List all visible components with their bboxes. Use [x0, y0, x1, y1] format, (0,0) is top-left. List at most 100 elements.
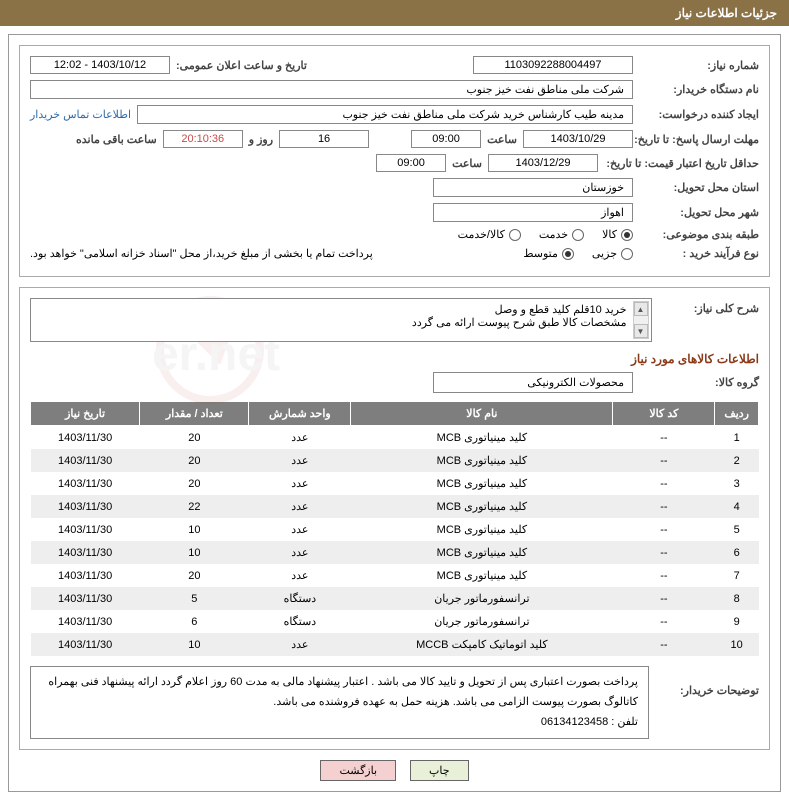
- table-cell: --: [613, 633, 715, 656]
- days-and-label: روز و: [249, 133, 273, 146]
- radio-icon: [621, 248, 633, 260]
- scroll-down-icon[interactable]: ▼: [634, 324, 648, 338]
- table-cell: ترانسفورماتور جریان: [351, 610, 613, 633]
- radio-icon: [572, 229, 584, 241]
- table-cell: 3: [715, 472, 759, 495]
- table-cell: 1403/11/30: [31, 495, 140, 518]
- goods-group-label: گروه کالا:: [639, 376, 759, 389]
- table-row: 7--کلید مینیاتوری MCBعدد201403/11/30: [31, 564, 759, 587]
- table-cell: 1403/11/30: [31, 518, 140, 541]
- table-cell: --: [613, 564, 715, 587]
- row-deadline: مهلت ارسال پاسخ: تا تاریخ: 1403/10/29 سا…: [30, 130, 759, 148]
- table-cell: ترانسفورماتور جریان: [351, 587, 613, 610]
- table-cell: 1403/11/30: [31, 426, 140, 450]
- desc-section: شرح کلی نیاز: خرید 10قلم کلید قطع و وصل …: [19, 287, 770, 750]
- table-cell: 20: [140, 472, 249, 495]
- page-title: جزئیات اطلاعات نیاز: [676, 6, 777, 20]
- province-label: استان محل تحویل:: [639, 181, 759, 194]
- table-row: 3--کلید مینیاتوری MCBعدد201403/11/30: [31, 472, 759, 495]
- scroll-up-icon[interactable]: ▲: [634, 302, 648, 316]
- table-cell: 4: [715, 495, 759, 518]
- payment-note: پرداخت تمام یا بخشی از مبلغ خرید،از محل …: [30, 247, 373, 260]
- table-cell: کلید مینیاتوری MCB: [351, 518, 613, 541]
- radio-icon: [562, 248, 574, 260]
- radio-goods-label: کالا: [602, 228, 617, 241]
- city-label: شهر محل تحویل:: [639, 206, 759, 219]
- table-cell: کلید مینیاتوری MCB: [351, 449, 613, 472]
- table-cell: 6: [715, 541, 759, 564]
- table-cell: 1403/11/30: [31, 472, 140, 495]
- table-cell: عدد: [249, 495, 351, 518]
- table-cell: دستگاه: [249, 610, 351, 633]
- col-date: تاریخ نیاز: [31, 402, 140, 426]
- table-cell: 10: [140, 633, 249, 656]
- table-cell: عدد: [249, 564, 351, 587]
- radio-minor[interactable]: جزیی: [592, 247, 633, 260]
- requester-value: مدینه طیب کارشناس خرید شرکت ملی مناطق نف…: [137, 105, 633, 124]
- table-cell: 5: [140, 587, 249, 610]
- row-subject-class: طبقه بندی موضوعی: کالا خدمت کالا/خدمت: [30, 228, 759, 241]
- buyer-contact-link[interactable]: اطلاعات تماس خریدار: [30, 108, 131, 121]
- print-button[interactable]: چاپ: [410, 760, 469, 781]
- row-buyer-org: نام دستگاه خریدار: شرکت ملی مناطق نفت خی…: [30, 80, 759, 99]
- table-row: 5--کلید مینیاتوری MCBعدد101403/11/30: [31, 518, 759, 541]
- table-row: 1--کلید مینیاتوری MCBعدد201403/11/30: [31, 426, 759, 450]
- row-city: شهر محل تحویل: اهواز: [30, 203, 759, 222]
- radio-goods[interactable]: کالا: [602, 228, 633, 241]
- table-cell: --: [613, 518, 715, 541]
- col-row: ردیف: [715, 402, 759, 426]
- table-cell: عدد: [249, 541, 351, 564]
- table-row: 10--کلید اتوماتیک کامپکت MCCBعدد101403/1…: [31, 633, 759, 656]
- button-row: چاپ بازگشت: [19, 760, 770, 781]
- table-cell: کلید مینیاتوری MCB: [351, 564, 613, 587]
- process-radios: جزیی متوسط: [523, 247, 633, 260]
- table-cell: --: [613, 610, 715, 633]
- table-cell: 6: [140, 610, 249, 633]
- need-number-label: شماره نیاز:: [639, 59, 759, 72]
- table-cell: --: [613, 449, 715, 472]
- table-cell: 1403/11/30: [31, 564, 140, 587]
- table-cell: 1403/11/30: [31, 587, 140, 610]
- city-value: اهواز: [433, 203, 633, 222]
- radio-both[interactable]: کالا/خدمت: [458, 228, 521, 241]
- page-header: جزئیات اطلاعات نیاز: [0, 0, 789, 26]
- table-cell: عدد: [249, 449, 351, 472]
- deadline-label: مهلت ارسال پاسخ: تا تاریخ:: [639, 133, 759, 146]
- buyer-notes-line1: پرداخت بصورت اعتباری پس از تحویل و تایید…: [41, 673, 638, 713]
- col-qty: تعداد / مقدار: [140, 402, 249, 426]
- table-cell: 1403/11/30: [31, 610, 140, 633]
- table-cell: 10: [140, 541, 249, 564]
- buyer-notes-box: پرداخت بصورت اعتباری پس از تحویل و تایید…: [30, 666, 649, 739]
- table-cell: کلید مینیاتوری MCB: [351, 426, 613, 450]
- row-province: استان محل تحویل: خوزستان: [30, 178, 759, 197]
- radio-service[interactable]: خدمت: [539, 228, 584, 241]
- days-remaining-value: 16: [279, 130, 369, 148]
- buyer-notes-area: توضیحات خریدار: پرداخت بصورت اعتباری پس …: [30, 666, 759, 739]
- deadline-time-label: ساعت: [487, 133, 517, 146]
- table-cell: 20: [140, 449, 249, 472]
- col-code: کد کالا: [613, 402, 715, 426]
- table-cell: 20: [140, 426, 249, 450]
- table-cell: 5: [715, 518, 759, 541]
- table-cell: 10: [140, 518, 249, 541]
- back-button[interactable]: بازگشت: [320, 760, 396, 781]
- radio-icon: [621, 229, 633, 241]
- table-cell: کلید مینیاتوری MCB: [351, 541, 613, 564]
- table-cell: 1403/11/30: [31, 449, 140, 472]
- validity-time-label: ساعت: [452, 157, 482, 170]
- table-row: 6--کلید مینیاتوری MCBعدد101403/11/30: [31, 541, 759, 564]
- table-cell: --: [613, 587, 715, 610]
- goods-section-title: اطلاعات کالاهای مورد نیاز: [30, 352, 759, 366]
- table-row: 2--کلید مینیاتوری MCBعدد201403/11/30: [31, 449, 759, 472]
- table-cell: 1403/11/30: [31, 541, 140, 564]
- info-section: شماره نیاز: 1103092288004497 تاریخ و ساع…: [19, 45, 770, 277]
- need-desc-textarea[interactable]: خرید 10قلم کلید قطع و وصل مشخصات کالا طب…: [30, 298, 652, 342]
- table-cell: 1: [715, 426, 759, 450]
- table-row: 8--ترانسفورماتور جریاندستگاه51403/11/30: [31, 587, 759, 610]
- radio-medium[interactable]: متوسط: [523, 247, 574, 260]
- col-unit: واحد شمارش: [249, 402, 351, 426]
- scrollbar[interactable]: ▲ ▼: [633, 301, 649, 339]
- radio-service-label: خدمت: [539, 228, 568, 241]
- table-cell: دستگاه: [249, 587, 351, 610]
- table-cell: کلید مینیاتوری MCB: [351, 495, 613, 518]
